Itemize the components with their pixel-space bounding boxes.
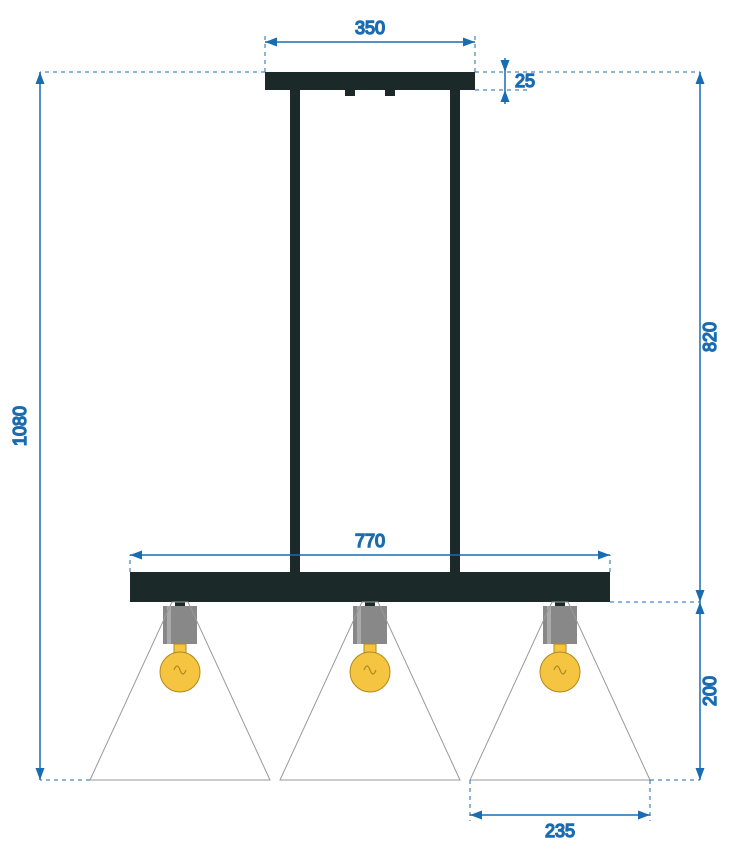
bulb [350, 652, 390, 692]
dimension-label: 25 [515, 71, 535, 91]
horizontal-bar [130, 572, 610, 602]
dimension-label: 820 [700, 322, 720, 352]
bulb [540, 652, 580, 692]
lamp-fixture [90, 72, 650, 780]
dimension-label: 350 [355, 18, 385, 38]
suspension-rod [450, 90, 460, 572]
dimension-label: 770 [355, 531, 385, 551]
dimension-label: 235 [545, 821, 575, 841]
ceiling-plate [265, 72, 475, 90]
lamp-head [90, 602, 270, 780]
dimension-label: 200 [700, 676, 720, 706]
suspension-rod [290, 90, 300, 572]
bulb [160, 652, 200, 692]
dimension-label: 1080 [10, 406, 30, 446]
dimension-drawing: 350 25 820 200 1080 770 235 [0, 0, 743, 868]
dimensions-group: 350 25 820 200 1080 770 235 [10, 18, 720, 841]
lamp-head [280, 602, 460, 780]
lamp-head [470, 602, 650, 780]
